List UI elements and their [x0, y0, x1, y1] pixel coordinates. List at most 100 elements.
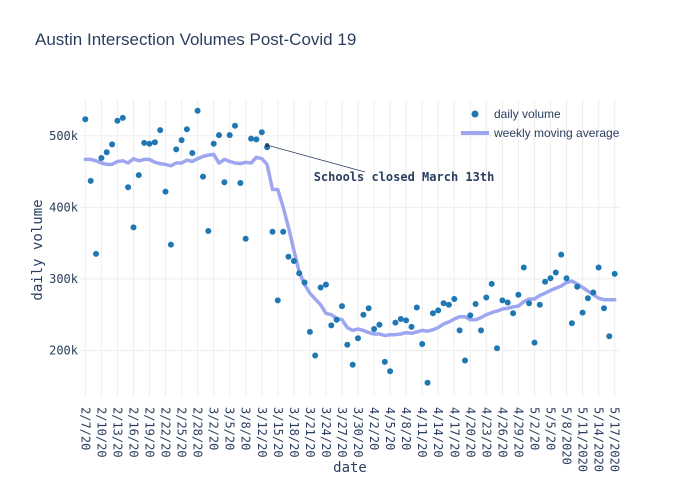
daily-volume-point — [210, 140, 217, 147]
daily-volume-point — [365, 305, 372, 312]
gridlines — [80, 100, 620, 397]
daily-volume-point — [510, 310, 517, 317]
y-tick-label: 500k — [49, 129, 79, 143]
daily-volume-point — [579, 309, 586, 316]
annotation-point — [265, 143, 270, 148]
x-tick-label: 4/8/20 — [399, 407, 413, 450]
daily-volume-point — [456, 327, 463, 334]
x-tick-label: 2/16/20 — [126, 407, 140, 458]
x-tick-label: 3/12/20 — [255, 407, 269, 458]
daily-volume-point — [381, 358, 388, 365]
daily-volume-point — [547, 275, 554, 282]
daily-volume-point — [467, 312, 474, 319]
daily-volume-point — [226, 132, 233, 139]
daily-volume-point — [397, 316, 404, 322]
daily-volume-point — [322, 281, 329, 288]
daily-volume-point — [141, 139, 148, 146]
daily-volume-point — [87, 177, 94, 184]
daily-volume-point — [173, 146, 180, 153]
daily-volume-point — [483, 294, 490, 301]
daily-volume-point — [408, 323, 415, 330]
daily-volume-point — [151, 139, 158, 146]
x-tick-label: 4/11/20 — [415, 407, 429, 458]
y-axis-label: daily volume — [30, 199, 46, 300]
x-tick-label: 3/2/20 — [207, 407, 221, 450]
x-tick-label: 2/10/20 — [94, 407, 108, 458]
daily-volume-point — [109, 141, 116, 148]
daily-volume-point — [419, 341, 426, 347]
legend-label-daily-volume: daily volume — [494, 107, 561, 121]
daily-volume-point — [429, 310, 436, 317]
daily-volume-point — [387, 368, 394, 375]
daily-volume-point — [333, 316, 340, 323]
daily-volume-point — [504, 299, 511, 306]
daily-volume-point — [526, 300, 533, 307]
daily-volume-point — [445, 301, 452, 308]
daily-volume-point — [130, 224, 137, 231]
annotation-arrow — [267, 144, 366, 173]
x-tick-label: 2/7/20 — [78, 407, 92, 450]
daily-volume-point — [601, 305, 607, 312]
daily-volume-point — [200, 173, 206, 180]
x-tick-label: 5/17/2020 — [608, 407, 622, 472]
daily-volume-point — [515, 291, 522, 298]
plot-area: Schools closed March 13th — [82, 107, 618, 386]
daily-volume-point — [119, 114, 126, 121]
daily-volume-point — [440, 300, 447, 307]
daily-volume-point — [103, 149, 110, 156]
daily-volume-point — [552, 269, 559, 276]
daily-volume-point — [194, 107, 201, 114]
y-tick-label: 400k — [49, 200, 79, 214]
x-tick-label: 2/22/20 — [159, 407, 173, 458]
daily-volume-point — [488, 280, 495, 287]
daily-volume-point — [237, 180, 244, 186]
daily-volume-point — [328, 322, 335, 329]
weekly-moving-average-line — [83, 152, 617, 338]
x-tick-label: 2/13/20 — [110, 407, 124, 458]
daily-volume-point — [93, 250, 99, 257]
y-tick-label: 200k — [49, 343, 79, 357]
x-tick-label: 4/20/20 — [463, 407, 477, 458]
daily-volume-point — [371, 326, 378, 332]
daily-volume-point — [542, 278, 549, 285]
daily-volume-point — [478, 327, 484, 334]
daily-volume-point — [167, 241, 174, 248]
daily-volume-point — [183, 126, 190, 133]
chart-title: Austin Intersection Volumes Post-Covid 1… — [35, 30, 357, 49]
daily-volume-point — [221, 179, 228, 186]
daily-volume-point — [178, 137, 185, 144]
daily-volume-point — [360, 311, 367, 318]
daily-volume-point — [568, 320, 575, 327]
x-tick-label: 4/5/20 — [383, 407, 397, 450]
daily-volume-point — [242, 235, 249, 242]
daily-volume-point — [472, 301, 479, 307]
daily-volume-point — [392, 319, 399, 326]
daily-volume-point — [162, 188, 169, 195]
x-tick-label: 5/14/2020 — [592, 407, 606, 472]
x-axis-label: date — [333, 460, 367, 476]
daily-volume-point — [590, 289, 597, 296]
legend-label-weekly-moving-average: weekly moving average — [493, 126, 620, 140]
daily-volume-point — [189, 150, 196, 156]
daily-volume-point — [285, 253, 292, 260]
daily-volume-point — [125, 184, 132, 191]
x-tick-label: 4/23/20 — [479, 407, 493, 458]
x-tick-label: 4/2/20 — [367, 407, 381, 450]
daily-volume-point — [312, 352, 319, 359]
daily-volume-point — [232, 122, 238, 129]
daily-volume-point — [290, 258, 297, 264]
x-tick-label: 2/25/20 — [175, 407, 189, 458]
daily-volume-point — [563, 275, 570, 282]
daily-volume-point — [114, 117, 121, 124]
x-tick-label: 3/15/20 — [271, 407, 285, 458]
daily-volume-point — [595, 264, 602, 271]
x-axis-ticks: 2/7/20 2/10/20 2/13/20 2/16/20 2/19/20 2/22/2… — [78, 407, 621, 472]
daily-volume-point — [248, 135, 255, 142]
daily-volume-point — [146, 140, 153, 147]
daily-volume-point — [157, 127, 164, 134]
daily-volume-point — [558, 251, 565, 258]
legend[interactable]: daily volume weekly moving average — [461, 107, 620, 140]
daily-volume-point — [435, 307, 442, 314]
daily-volume-point — [274, 297, 281, 304]
x-tick-label: 5/8/2020 — [560, 407, 574, 465]
